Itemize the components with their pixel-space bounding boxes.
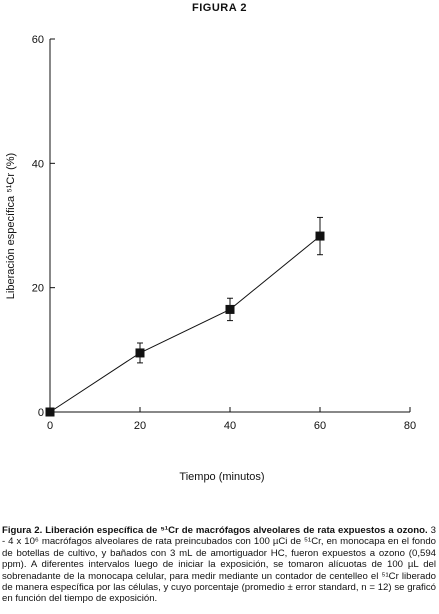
- x-tick-label: 60: [314, 420, 326, 432]
- data-point: [225, 304, 235, 314]
- x-tick-label: 40: [224, 420, 236, 432]
- x-axis-title: Tiempo (minutos): [179, 471, 264, 483]
- y-tick-label: 60: [32, 34, 44, 46]
- chart-axes: 0 20 40 60 0 20 40 60 80: [32, 34, 416, 432]
- x-tick-label: 80: [404, 420, 416, 432]
- caption-body: 3 - 4 x 10⁶ macrófagos alveolares de rat…: [2, 525, 436, 605]
- y-tick-label: 0: [38, 407, 44, 419]
- figure-label: FIGURA 2: [192, 2, 247, 14]
- chart-plot-area: [45, 216, 325, 417]
- series-line: [49, 235, 321, 413]
- y-axis-title: Liberación específica ⁵¹Cr (%): [5, 153, 17, 299]
- caption-title: Figura 2. Liberación específica de ⁵¹Cr …: [2, 525, 428, 536]
- y-tick-label: 40: [32, 158, 44, 170]
- x-tick-label: 20: [134, 420, 146, 432]
- y-tick-label: 20: [32, 283, 44, 295]
- data-point: [45, 407, 55, 417]
- data-point: [315, 231, 325, 241]
- data-point: [135, 348, 145, 358]
- figure-caption: Figura 2. Liberación específica de ⁵¹Cr …: [2, 525, 436, 605]
- x-tick-label: 0: [47, 420, 53, 432]
- chart: 0 20 40 60 0 20 40 60 80 Tiempo (minutos) Libera…: [5, 34, 416, 483]
